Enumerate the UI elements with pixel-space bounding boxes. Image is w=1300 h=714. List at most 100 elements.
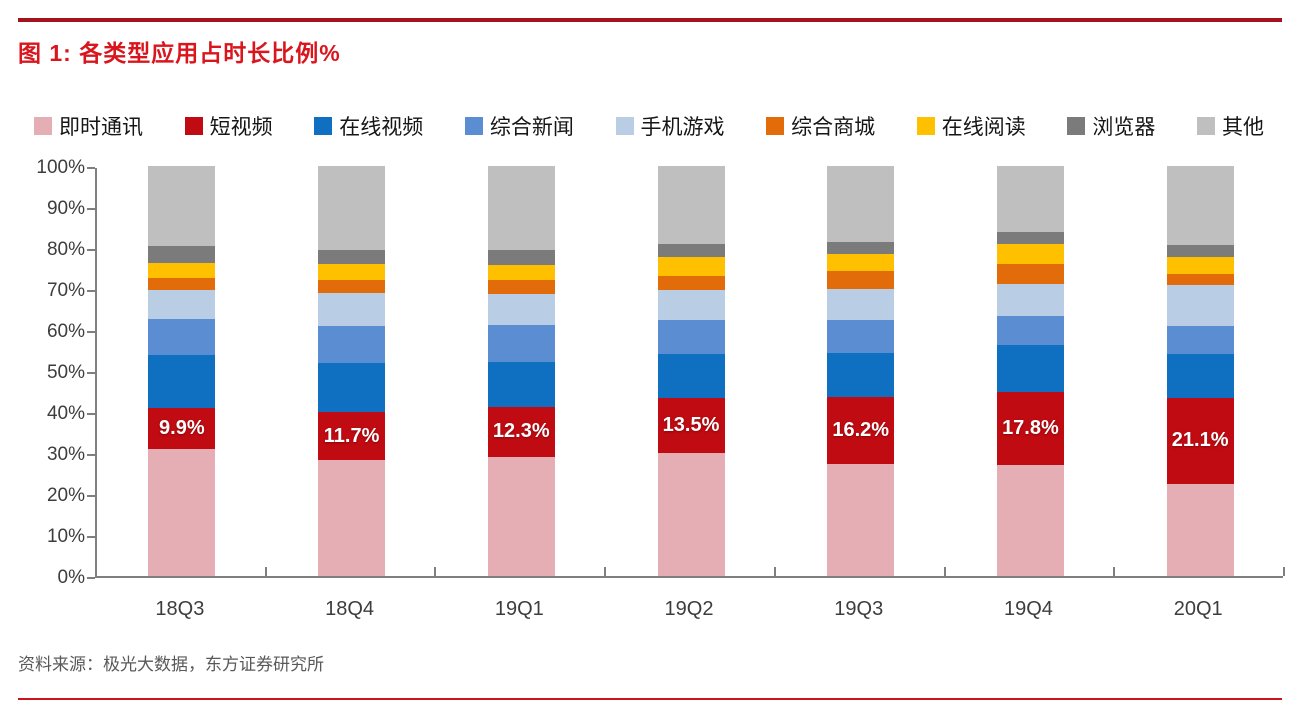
bar-segment-short-video: 13.5% (657, 397, 725, 453)
bar-segment-news (318, 325, 386, 363)
bar-segment-online-video (996, 344, 1064, 393)
bar-19Q2: 13.5% (657, 166, 725, 576)
bar-segment-browser (657, 243, 725, 258)
legend-label-other: 其他 (1222, 116, 1264, 139)
bar-segment-browser (996, 231, 1064, 245)
legend-swatch-online-reading (916, 117, 935, 135)
x-axis-tick (773, 567, 776, 576)
legend-item-browser: 浏览器 (1067, 111, 1155, 141)
bar-segment-mobile-games (996, 283, 1064, 317)
bar-segment-browser (487, 250, 555, 265)
legend-item-shopping-mall: 综合商城 (766, 111, 875, 141)
x-axis-labels: 18Q3 18Q4 19Q1 19Q2 19Q3 19Q4 20Q1 (95, 598, 1283, 621)
bar-segment-browser (318, 250, 386, 265)
data-label-short-video: 16.2% (832, 418, 890, 441)
bar-segment-online-reading (487, 264, 555, 280)
legend-label-browser: 浏览器 (1092, 116, 1156, 139)
y-axis-label: 80% (46, 239, 85, 260)
bar-segment-other (827, 166, 895, 242)
figure-title: 图 1: 各类型应用占时长比例% (18, 40, 341, 66)
bar-segment-mobile-games (1166, 284, 1234, 326)
y-axis-label: 90% (46, 198, 85, 219)
bar-segment-instant-messaging (148, 448, 216, 576)
legend-item-short-video: 短视频 (184, 111, 273, 141)
y-axis-label: 50% (46, 362, 85, 383)
x-axis-label-20Q1: 20Q1 (1173, 598, 1223, 620)
bar-segment-mobile-games (318, 292, 386, 326)
bar-segment-shopping-mall (996, 264, 1064, 284)
bar-segment-online-reading (318, 264, 386, 281)
data-label-short-video: 17.8% (1002, 417, 1059, 440)
x-axis-label-19Q1: 19Q1 (494, 598, 544, 620)
y-axis-tick (87, 454, 95, 456)
bar-segment-instant-messaging (1166, 484, 1234, 576)
bottom-divider (18, 698, 1282, 700)
bar-18Q4: 11.7% (318, 166, 386, 576)
y-axis-label: 30% (46, 444, 85, 465)
legend-label-online-reading: 在线阅读 (941, 116, 1026, 139)
bar-segment-other (487, 166, 555, 251)
bar-segment-news (148, 319, 216, 356)
x-axis-label-18Q3: 18Q3 (155, 598, 205, 620)
bar-segment-news (827, 320, 895, 353)
bar-segment-other (148, 166, 216, 246)
bar-segment-shopping-mall (657, 275, 725, 291)
source-note: 资料来源：极光大数据，东方证券研究所 (18, 655, 324, 674)
legend-swatch-mobile-games (615, 117, 634, 135)
bar-segment-mobile-games (487, 293, 555, 326)
bar-segment-other (996, 166, 1064, 232)
data-label-short-video: 21.1% (1171, 429, 1229, 452)
bar-segment-online-reading (827, 254, 895, 272)
legend-swatch-news (464, 117, 483, 135)
legend-item-online-reading: 在线阅读 (916, 111, 1026, 141)
bar-segment-instant-messaging (657, 453, 725, 576)
y-axis-tick (87, 536, 95, 538)
bar-segment-online-video (487, 362, 555, 407)
bar-segment-instant-messaging (996, 465, 1064, 576)
x-axis-tick (434, 567, 437, 576)
bar-segment-instant-messaging (827, 463, 895, 576)
bar-segment-short-video: 11.7% (318, 412, 386, 460)
data-label-short-video: 13.5% (662, 413, 720, 436)
bar-segment-online-reading (148, 262, 216, 279)
y-axis-label: 70% (46, 280, 85, 301)
x-axis-tick (1283, 567, 1285, 576)
legend-swatch-short-video (184, 117, 203, 135)
x-axis-tick (264, 567, 267, 576)
bar-18Q3: 9.9% (148, 166, 216, 576)
x-axis-label-19Q2: 19Q2 (664, 598, 714, 620)
bar-segment-online-reading (1166, 256, 1234, 275)
bar-segment-online-reading (996, 244, 1064, 265)
legend-swatch-other (1197, 117, 1215, 135)
bar-segment-browser (148, 245, 216, 263)
data-label-short-video: 11.7% (323, 424, 380, 447)
bar-19Q3: 16.2% (827, 166, 895, 576)
bar-segment-other (1166, 166, 1234, 246)
x-axis-tick (943, 567, 946, 576)
chart-legend: 即时通讯 短视频 在线视频 综合新闻 手机游戏 综合商城 在线阅读 浏览器 其他 (34, 111, 1264, 141)
legend-swatch-instant-messaging (34, 117, 52, 135)
bar-segment-shopping-mall (148, 278, 216, 290)
y-axis-tick (87, 372, 95, 374)
y-axis-tick (87, 577, 95, 579)
legend-item-other: 其他 (1197, 111, 1264, 141)
y-axis-label: 60% (46, 321, 85, 342)
legend-swatch-shopping-mall (766, 117, 785, 135)
bar-segment-short-video: 21.1% (1166, 397, 1234, 485)
bar-segment-short-video: 12.3% (487, 406, 555, 458)
bar-segment-browser (827, 241, 895, 255)
bar-segment-online-video (148, 355, 216, 409)
bar-segment-instant-messaging (318, 459, 386, 576)
bar-segment-browser (1166, 245, 1234, 257)
y-axis-label: 10% (46, 526, 85, 547)
y-axis-tick (87, 331, 95, 333)
bar-segment-news (657, 320, 725, 355)
legend-swatch-online-video (314, 117, 333, 135)
x-axis-label-18Q4: 18Q4 (325, 598, 375, 620)
legend-item-mobile-games: 手机游戏 (615, 111, 725, 141)
bar-segment-short-video: 9.9% (148, 408, 216, 449)
bar-segment-news (487, 325, 555, 363)
bar-segment-online-video (657, 354, 725, 398)
bar-segment-mobile-games (657, 290, 725, 321)
bar-segment-shopping-mall (827, 271, 895, 290)
